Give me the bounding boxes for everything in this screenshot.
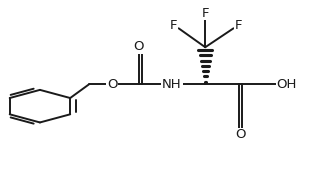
Text: O: O — [107, 78, 117, 91]
Text: F: F — [201, 7, 209, 20]
Text: OH: OH — [277, 78, 297, 91]
Text: O: O — [134, 40, 144, 53]
Text: O: O — [235, 128, 245, 141]
Text: F: F — [170, 19, 177, 32]
Text: NH: NH — [162, 78, 182, 91]
Text: F: F — [235, 19, 242, 32]
